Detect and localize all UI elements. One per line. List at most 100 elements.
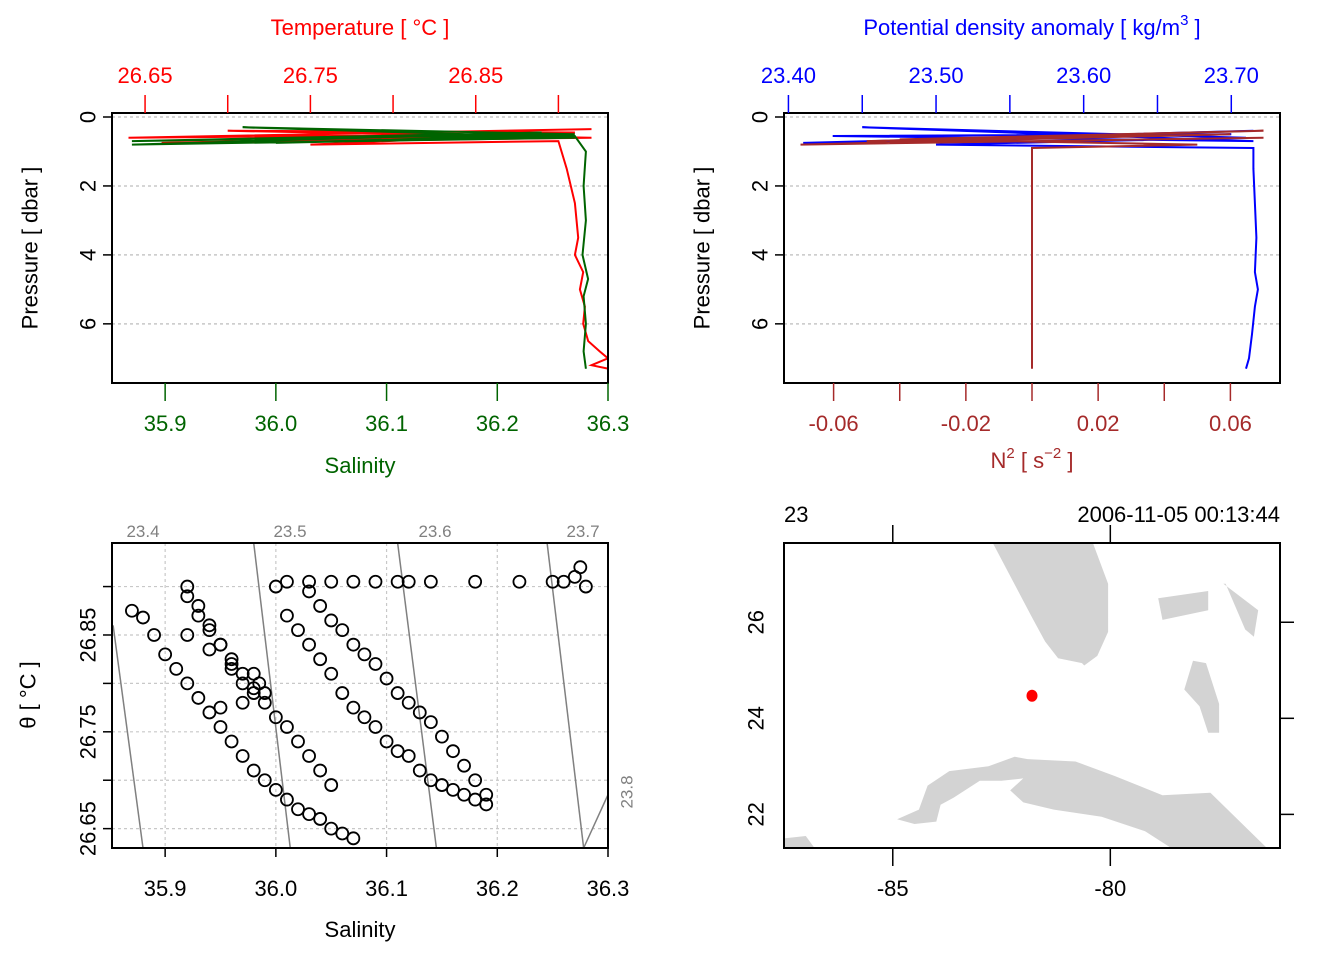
data-point bbox=[191, 691, 206, 705]
data-point bbox=[368, 720, 383, 734]
station-time-label: 2006-11-05 00:13:44 bbox=[1077, 502, 1280, 527]
data-point bbox=[235, 666, 250, 681]
data-point bbox=[435, 778, 449, 792]
data-point bbox=[246, 763, 261, 778]
y-tick-label: 2 bbox=[748, 180, 773, 192]
data-point bbox=[390, 574, 405, 589]
data-point bbox=[401, 695, 416, 710]
x-bottom-tick-label: -0.02 bbox=[941, 411, 991, 436]
data-point bbox=[257, 695, 272, 710]
series-line-n- bbox=[800, 129, 1264, 369]
data-point bbox=[224, 652, 239, 667]
data-point bbox=[180, 676, 195, 691]
data-point bbox=[191, 608, 206, 623]
x-tick-label: -85 bbox=[877, 876, 909, 901]
data-point bbox=[346, 831, 361, 846]
isopycnal-label: 23.4 bbox=[126, 522, 159, 541]
data-point bbox=[457, 787, 471, 802]
data-point bbox=[346, 700, 361, 715]
data-point bbox=[401, 749, 416, 763]
data-point bbox=[556, 574, 571, 589]
x-bottom-tick-label: 36.1 bbox=[365, 411, 408, 436]
y-tick-label: 2 bbox=[76, 180, 101, 192]
x-bottom-tick-label: 0.06 bbox=[1209, 411, 1252, 436]
y-axis-label: θ [ °C ] bbox=[16, 661, 41, 728]
x-top-tick-label: 23.70 bbox=[1204, 63, 1259, 88]
data-point bbox=[302, 584, 316, 599]
data-point bbox=[423, 574, 438, 589]
isopycnal-label: 23.5 bbox=[273, 522, 306, 541]
x-top-axis-label: Temperature [ °C ] bbox=[271, 15, 450, 40]
x-top-tick-label: 23.50 bbox=[909, 63, 964, 88]
x-tick-label: 36.2 bbox=[476, 876, 519, 901]
data-point bbox=[390, 744, 405, 759]
isopycnal-line bbox=[112, 625, 144, 848]
x-top-tick-label: 23.60 bbox=[1056, 63, 1111, 88]
data-point bbox=[457, 758, 471, 773]
data-point bbox=[468, 574, 483, 589]
data-point bbox=[412, 763, 427, 778]
data-point bbox=[313, 652, 328, 667]
x-top-axis-label: Potential density anomaly [ kg/m3 ] bbox=[863, 12, 1200, 40]
land-andros bbox=[1184, 660, 1220, 733]
x-bottom-tick-label: -0.06 bbox=[809, 411, 859, 436]
x-bottom-tick-label: 35.9 bbox=[144, 411, 187, 436]
data-point bbox=[180, 579, 195, 594]
data-point bbox=[423, 773, 438, 788]
data-point bbox=[180, 589, 195, 604]
y-tick-label: 24 bbox=[744, 706, 769, 730]
x-top-tick-label: 26.65 bbox=[118, 63, 173, 88]
plot-frame bbox=[783, 542, 1281, 849]
data-point bbox=[335, 826, 350, 841]
y-tick-label: 0 bbox=[76, 111, 101, 123]
land-yucatan bbox=[784, 836, 815, 848]
data-point bbox=[268, 579, 283, 594]
x-bottom-tick-label: 36.2 bbox=[476, 411, 519, 436]
x-bottom-axis-label: N2 [ s−2 ] bbox=[991, 445, 1074, 473]
data-point bbox=[468, 792, 483, 807]
data-point bbox=[291, 802, 305, 817]
data-point bbox=[412, 705, 427, 720]
x-top-tick-label: 26.85 bbox=[448, 63, 503, 88]
data-point bbox=[479, 797, 494, 812]
data-point bbox=[324, 821, 339, 836]
x-tick-label: 35.9 bbox=[144, 876, 187, 901]
panel-density-n2-profile: 0 2 4 6 Pressure [ dbar ] -0.06 -0.02 0.02 0.06 2… bbox=[690, 12, 1281, 473]
data-point bbox=[158, 647, 173, 662]
y-tick-label: 26.75 bbox=[76, 704, 101, 759]
data-point bbox=[280, 574, 294, 589]
data-point bbox=[291, 734, 305, 749]
station-marker bbox=[1026, 689, 1038, 702]
data-point bbox=[268, 783, 283, 797]
data-point bbox=[213, 720, 228, 734]
data-point bbox=[147, 628, 161, 642]
data-point bbox=[202, 705, 217, 720]
isopycnal-label: 23.7 bbox=[566, 522, 599, 541]
land-florida bbox=[992, 543, 1109, 666]
plot-frame bbox=[111, 112, 609, 384]
land-cuba bbox=[897, 756, 1267, 848]
isopycnal-line bbox=[546, 543, 585, 848]
data-point bbox=[280, 608, 294, 623]
data-point bbox=[252, 676, 267, 691]
data-point bbox=[578, 579, 593, 594]
isopycnal-line bbox=[582, 794, 608, 848]
x-bottom-axis-label: Salinity bbox=[325, 453, 396, 478]
data-point bbox=[446, 783, 460, 797]
y-tick-label: 22 bbox=[744, 802, 769, 826]
x-tick-label: 36.0 bbox=[254, 876, 297, 901]
data-point bbox=[235, 676, 250, 691]
y-axis-label: Pressure [ dbar ] bbox=[690, 167, 715, 330]
data-point bbox=[324, 574, 339, 589]
panel-ts-diagram: 23.4 23.5 23.6 23.7 23.8 35.9 36.0 36.1 36.2 36.3… bbox=[16, 522, 637, 942]
data-point bbox=[401, 574, 416, 589]
data-point bbox=[324, 778, 339, 792]
data-point bbox=[346, 574, 361, 589]
series-line-potential-density-anomaly bbox=[803, 126, 1259, 369]
data-point bbox=[136, 610, 150, 625]
data-point bbox=[191, 599, 206, 613]
data-point bbox=[302, 749, 316, 763]
isopycnal-line bbox=[252, 543, 291, 848]
data-point bbox=[280, 792, 294, 807]
